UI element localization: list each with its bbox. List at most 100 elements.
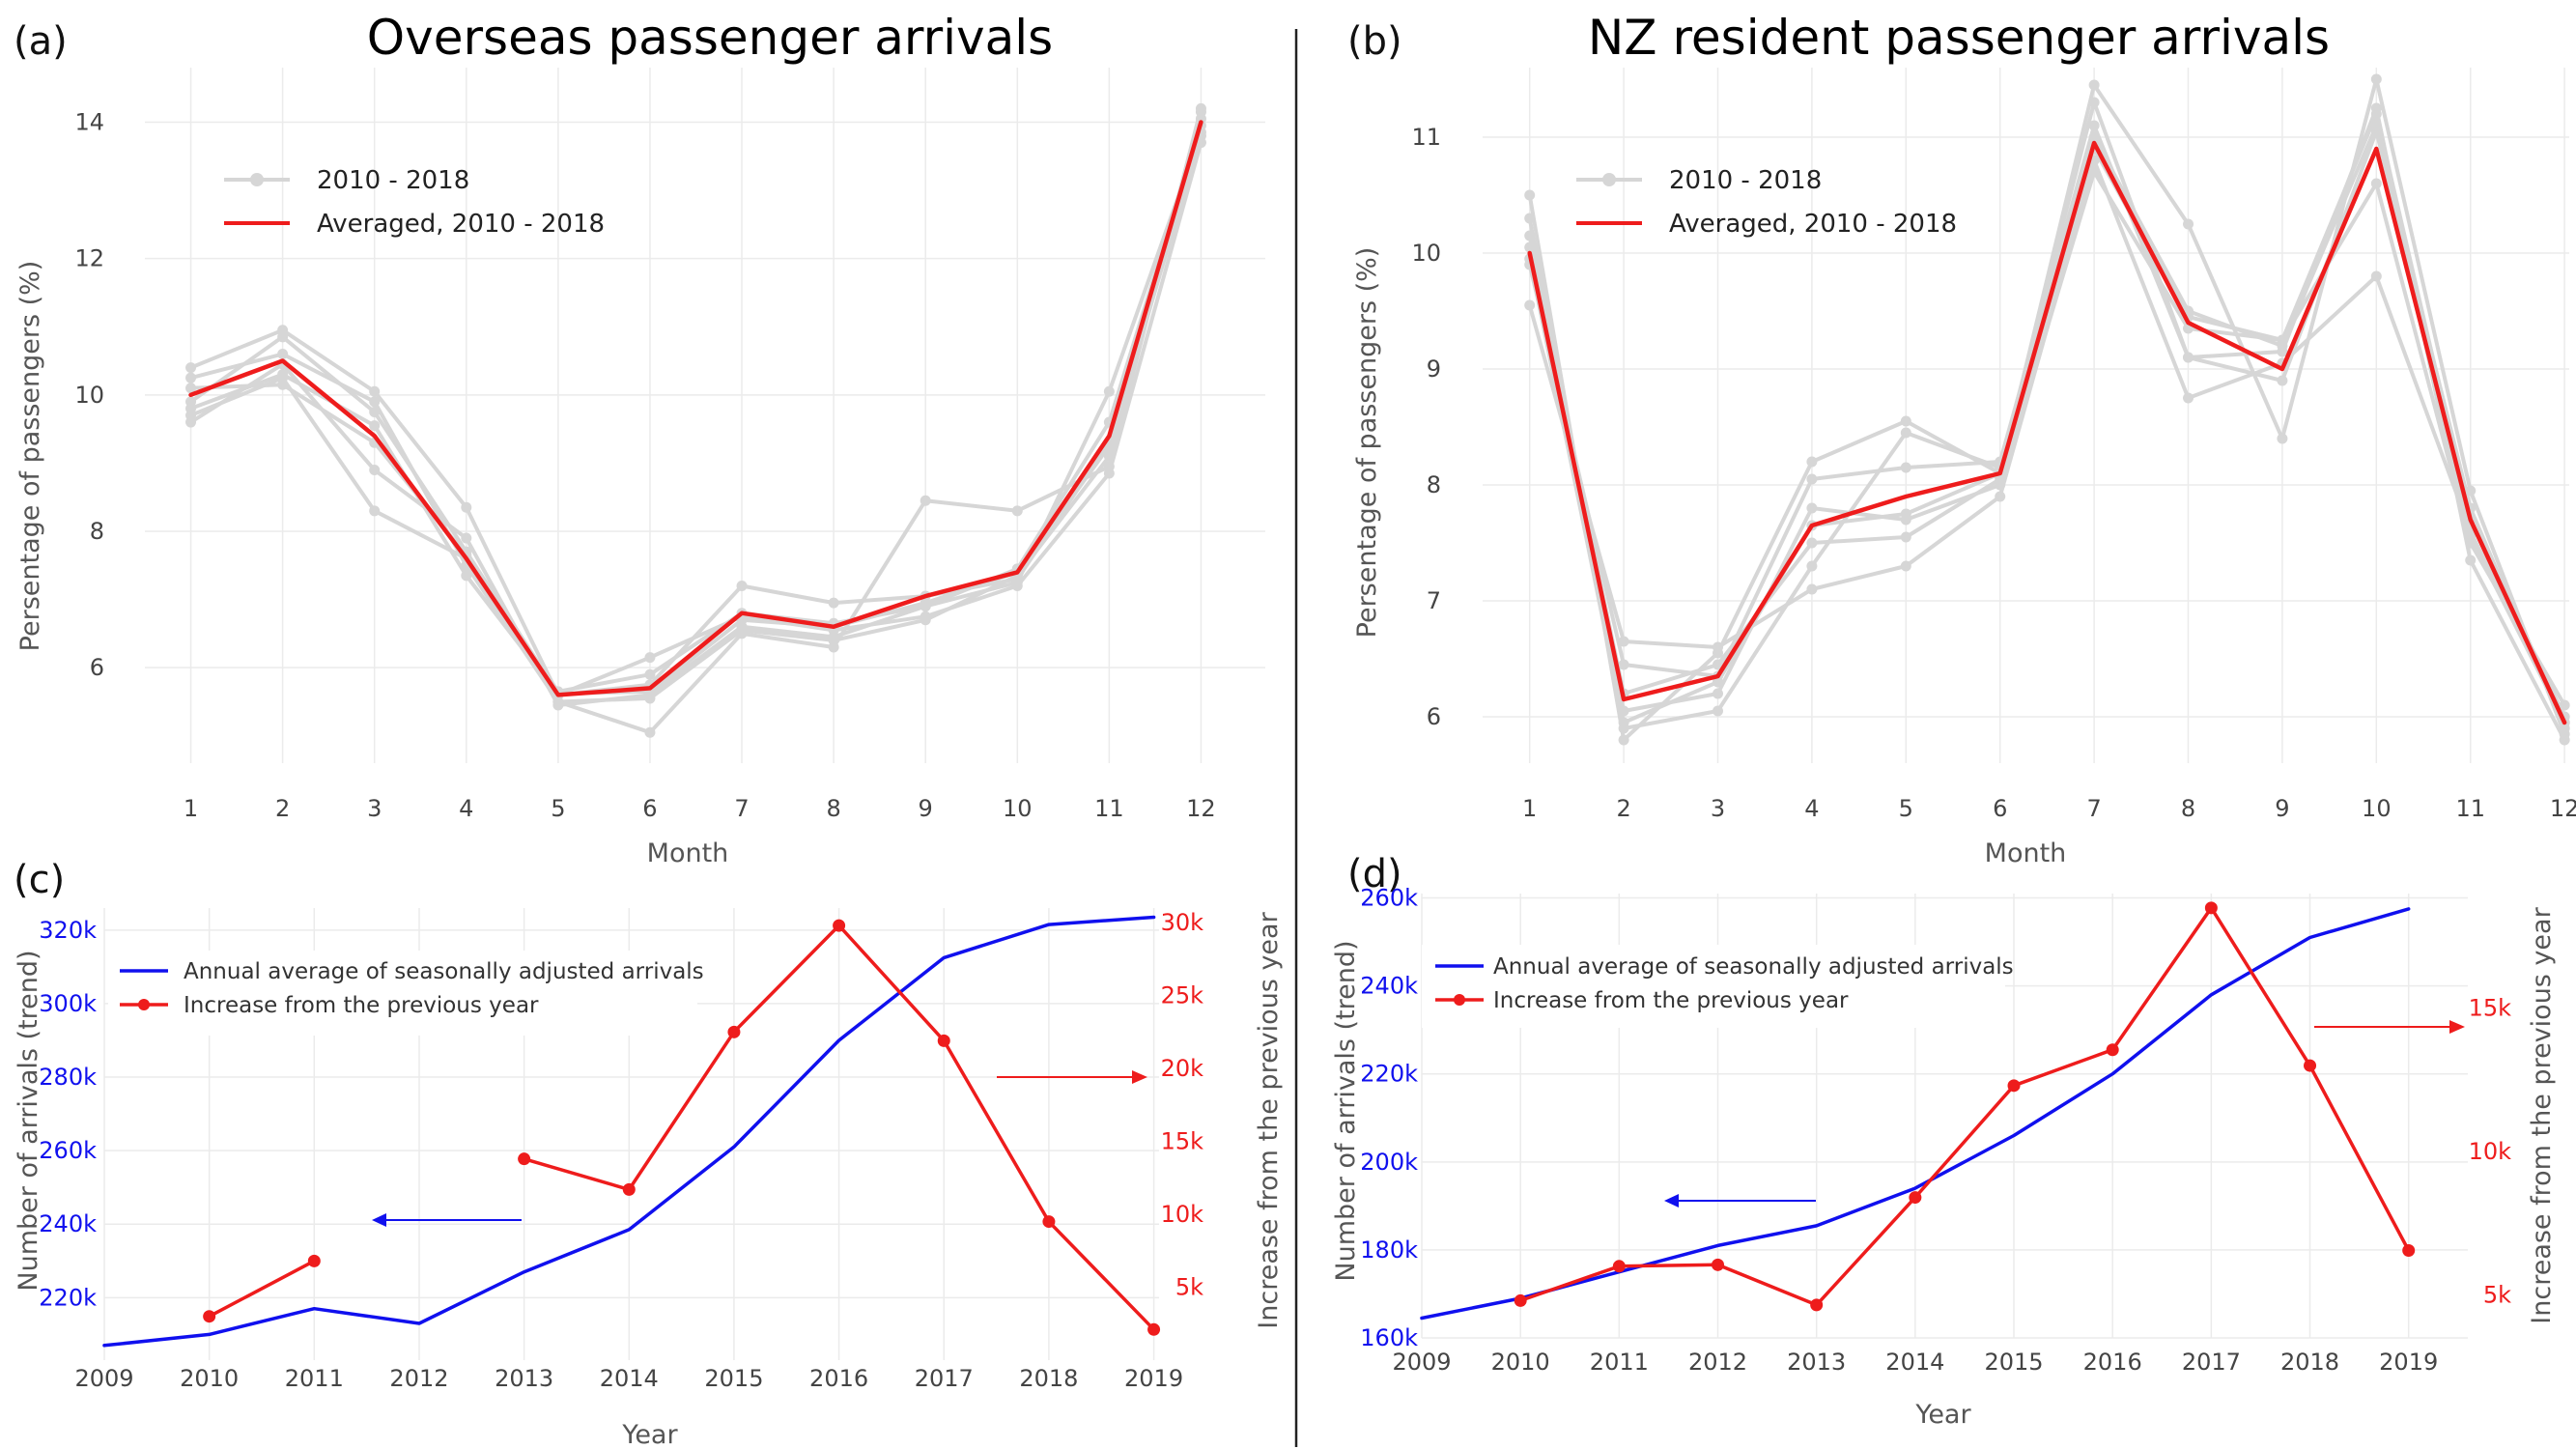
average-series-line-a — [188, 120, 1203, 697]
arrow-left-axis-c — [372, 1213, 522, 1227]
y-tick-label-b: 8 — [1427, 471, 1441, 498]
gray-series-point-b — [2370, 108, 2382, 120]
gray-series-point-b — [1900, 560, 1911, 572]
gray-series-line-a — [188, 106, 1203, 735]
y-tick-label-right-d: 10k — [2469, 1138, 2512, 1165]
gray-series-line-b — [1527, 170, 2567, 713]
gray-series-point-b — [2183, 352, 2194, 363]
y-axis-title-a: Persentage of passengers (%) — [15, 261, 45, 652]
gray-series-point-b — [1618, 636, 1629, 647]
x-tick-label-a: 2 — [275, 795, 290, 822]
y-axis-title-right-c: Increase from the previous year — [1254, 911, 1284, 1328]
gray-series-point-a — [552, 696, 564, 707]
average-series-line-b — [1527, 140, 2567, 725]
x-tick-label-b: 2 — [1616, 795, 1630, 822]
y-tick-label-a: 10 — [74, 382, 104, 409]
gray-series-point-b — [1524, 242, 1536, 253]
x-tick-label-b: 8 — [2181, 795, 2195, 822]
gray-series-point-a — [920, 614, 931, 626]
plot-grid-a — [145, 68, 1265, 763]
gray-series-point-a — [1011, 505, 1023, 517]
x-tick-label-b: 4 — [1804, 795, 1819, 822]
panel-c: (c) 2009 2010 2011 2012 2013 2014 2015 2016 2017… — [14, 858, 1284, 1449]
x-tick-label-c: 2018 — [1019, 1365, 1078, 1392]
x-tick-label-a: 7 — [734, 795, 749, 822]
x-tick-label-b: 3 — [1711, 795, 1725, 822]
y-tick-label-b: 10 — [1411, 240, 1441, 267]
x-tick-label-a: 6 — [642, 795, 657, 822]
gray-series-point-b — [1806, 583, 1818, 595]
y-tick-label-left-c: 260k — [39, 1137, 97, 1164]
x-tick-label-c: 2010 — [180, 1365, 239, 1392]
gray-series-point-a — [828, 597, 839, 609]
gray-series-point-b — [2370, 73, 2382, 85]
legend-d: Annual average of seasonally adjusted ar… — [1422, 945, 2014, 1028]
increase-series-point-d — [2106, 1043, 2119, 1057]
y-axis-title-right-d: Increase from the previous year — [2527, 906, 2557, 1323]
x-tick-label-a: 12 — [1186, 795, 1216, 822]
y-axis-title-c: Number of arrivals (trend) — [14, 950, 43, 1291]
plot-marks-d — [1420, 901, 2416, 1321]
gray-series-point-b — [1713, 676, 1724, 688]
gray-series-point-b — [1900, 508, 1911, 520]
gray-series-point-a — [736, 580, 748, 591]
increase-series-point-c — [518, 1152, 531, 1166]
gray-series-point-b — [2465, 554, 2477, 566]
gray-series-line-b — [1527, 112, 2567, 719]
increase-series-point-c — [727, 1025, 741, 1038]
legend-label-average-a: Averaged, 2010 - 2018 — [317, 210, 605, 239]
y-tick-label-left-d: 180k — [1360, 1236, 1418, 1264]
legend-c: Annual average of seasonally adjusted ar… — [108, 951, 704, 1036]
x-tick-label-d: 2010 — [1491, 1349, 1550, 1376]
plot-grid-b — [1483, 68, 2569, 763]
x-tick-label-a: 8 — [826, 795, 840, 822]
gray-series-point-a — [1103, 450, 1115, 462]
x-tick-label-d: 2009 — [1392, 1349, 1451, 1376]
legend-label-gray-b: 2010 - 2018 — [1669, 166, 1822, 195]
gray-series-point-a — [920, 495, 931, 506]
x-tick-label-b: 7 — [2086, 795, 2101, 822]
y-tick-label-b: 7 — [1427, 587, 1441, 614]
panel-d: (d) 2009 2010 2011 2012 2013 2014 2015 2016 2017… — [1331, 852, 2557, 1430]
gray-series-point-b — [2559, 734, 2570, 746]
increase-series-point-d — [1810, 1298, 1824, 1312]
legend-swatch-gray-dot-a — [250, 173, 264, 186]
gray-series-point-a — [461, 501, 472, 513]
y-tick-label-right-c: 20k — [1161, 1055, 1204, 1082]
x-tick-label-c: 2016 — [809, 1365, 868, 1392]
increase-series-point-c — [1147, 1322, 1161, 1336]
gray-series-point-a — [644, 652, 656, 664]
gray-series-point-b — [2370, 178, 2382, 189]
x-tick-label-a: 1 — [184, 795, 198, 822]
x-axis-title-b: Month — [1985, 838, 2067, 868]
y-tick-label-right-c: 5k — [1175, 1274, 1203, 1301]
gray-series-point-a — [369, 505, 381, 517]
gray-series-point-b — [2088, 79, 2100, 91]
x-tick-label-d: 2012 — [1688, 1349, 1747, 1376]
increase-series-point-c — [622, 1182, 636, 1196]
y-tick-label-left-d: 200k — [1360, 1149, 1418, 1176]
plot-marks-c — [102, 915, 1161, 1348]
increase-series-point-c — [937, 1034, 950, 1047]
increase-series-point-d — [1514, 1293, 1527, 1307]
x-tick-label-a: 4 — [459, 795, 473, 822]
x-tick-label-d: 2011 — [1590, 1349, 1649, 1376]
legend-swatch-red-dot-d — [1454, 994, 1465, 1006]
gray-series-point-b — [2088, 131, 2100, 143]
gray-series-point-b — [1524, 230, 1536, 242]
x-tick-label-a: 5 — [551, 795, 565, 822]
x-tick-label-c: 2014 — [600, 1365, 659, 1392]
panel-title-a: Overseas passenger arrivals — [367, 10, 1053, 66]
plot-marks-b — [1524, 73, 2570, 746]
gray-series-point-a — [369, 385, 381, 397]
panel-title-b: NZ resident passenger arrivals — [1588, 10, 2330, 66]
increase-series-point-d — [1909, 1191, 1922, 1205]
y-tick-label-left-c: 220k — [39, 1284, 97, 1311]
gray-series-point-a — [1103, 461, 1115, 472]
arrow-right-axis-c — [997, 1070, 1147, 1084]
x-tick-label-a: 11 — [1094, 795, 1124, 822]
gray-series-point-b — [1806, 502, 1818, 514]
x-tick-label-c: 2012 — [389, 1365, 448, 1392]
gray-series-point-b — [1713, 688, 1724, 699]
